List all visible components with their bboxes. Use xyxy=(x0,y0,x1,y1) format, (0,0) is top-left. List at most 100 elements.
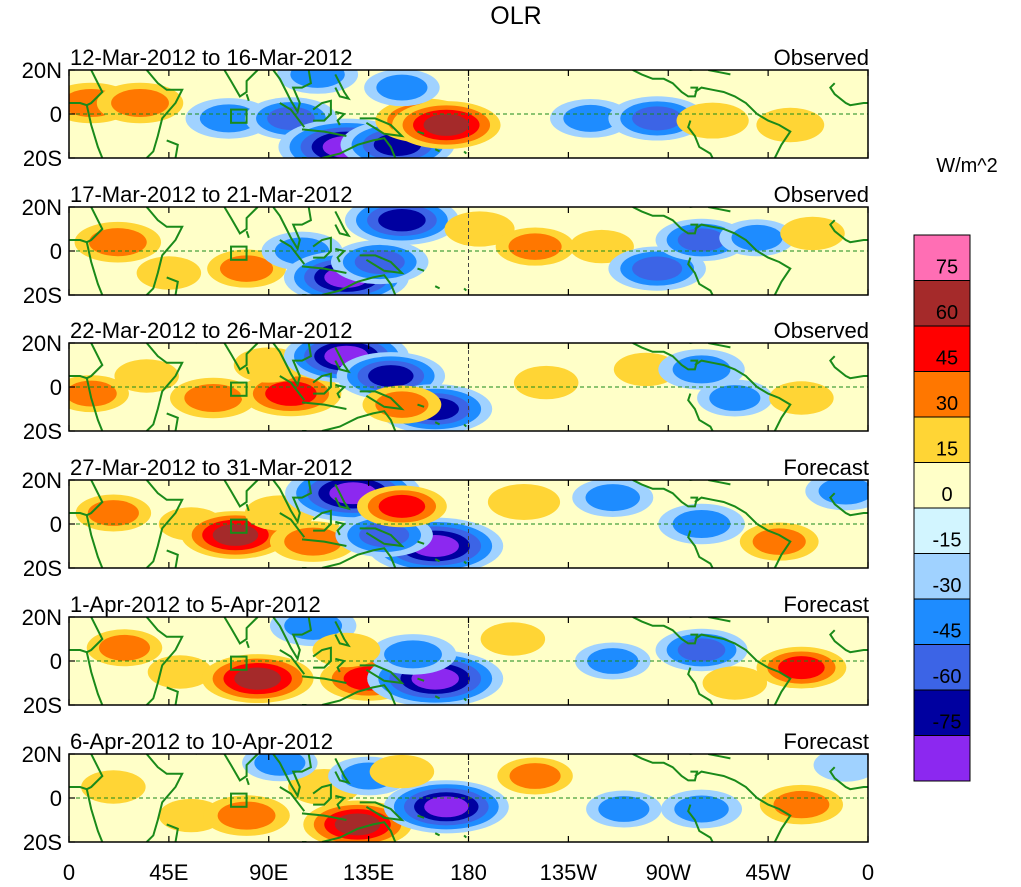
lon-tick-label: 135E xyxy=(343,860,394,885)
lon-tick-label: 90W xyxy=(646,860,691,885)
coastline-segment xyxy=(694,633,792,705)
coastline-segment xyxy=(301,538,347,547)
anomaly-contour xyxy=(563,104,618,132)
coastline-segment xyxy=(829,766,868,791)
anomaly-contour xyxy=(731,224,783,251)
lat-tick-label: 20S xyxy=(23,283,62,308)
lon-tick-label: 90E xyxy=(249,860,288,885)
anomaly-contour xyxy=(220,255,274,282)
coastline-segment xyxy=(145,207,184,295)
anomaly-contour xyxy=(676,102,749,139)
coastline-segment xyxy=(69,375,88,380)
anomaly-contour xyxy=(672,355,731,384)
anomaly-contour xyxy=(674,795,729,823)
coastlines xyxy=(69,480,868,568)
figure-title: OLR xyxy=(490,2,541,30)
coastline-segment xyxy=(417,814,425,819)
coastline-segment xyxy=(272,207,313,252)
coastline-segment xyxy=(166,686,179,705)
coastline-segment xyxy=(272,70,313,115)
coastline-segment xyxy=(223,480,259,508)
colorbar-swatch xyxy=(913,371,971,418)
coastline-segment xyxy=(434,558,441,563)
coastline-segment xyxy=(463,697,468,702)
lat-tick-label: 20N xyxy=(22,195,62,220)
coastline-segment xyxy=(245,93,250,102)
lon-tick-label: 0 xyxy=(63,860,75,885)
panel-kind: Observed xyxy=(774,318,869,343)
anomaly-contour xyxy=(284,527,343,556)
coastline-segment xyxy=(335,794,347,810)
anomaly-contour xyxy=(769,381,834,415)
anomaly-contour xyxy=(773,790,830,819)
coastline-segment xyxy=(334,757,351,785)
colorbar: 75 60 45 30 15 0 -15 -30 -45 -60 -75 xyxy=(913,234,971,782)
colorbar-label: -15 xyxy=(933,530,962,552)
anomaly-contour xyxy=(98,634,151,661)
anomaly-contour xyxy=(111,88,169,118)
anomaly-contour xyxy=(444,211,515,247)
lat-tick-label: 20N xyxy=(22,605,62,630)
coastline-segment xyxy=(463,834,468,839)
panel-period: 12-Mar-2012 to 16-Mar-2012 xyxy=(70,45,352,70)
panel-period: 6-Apr-2012 to 10-Apr-2012 xyxy=(70,729,333,754)
coastline-segment xyxy=(301,812,347,821)
anomaly-field xyxy=(69,343,834,431)
coastlines xyxy=(69,207,868,295)
coastline-segment xyxy=(694,770,792,842)
coastline-segment xyxy=(166,549,179,568)
anomaly-contour xyxy=(632,256,683,281)
coastline-segment xyxy=(272,754,313,799)
coastline-segment xyxy=(434,285,441,290)
lat-tick-label: 20S xyxy=(23,693,62,718)
anomaly-contour xyxy=(587,648,639,674)
lat-tick-label: 20N xyxy=(22,58,62,83)
index-region-box xyxy=(230,381,248,397)
panel-period: 1-Apr-2012 to 5-Apr-2012 xyxy=(70,592,321,617)
anomaly-contour xyxy=(569,229,634,264)
coastlines xyxy=(69,70,868,158)
coastline-segment xyxy=(69,102,88,107)
lat-tick-label: 0 xyxy=(50,239,62,264)
anomaly-contour xyxy=(212,524,259,546)
coastline-segment xyxy=(687,393,714,431)
panel-5: 20N 0 20S 1-Apr-2012 to 5-Apr-2012 Forecast xyxy=(22,592,869,718)
coastline-segment xyxy=(463,150,468,155)
anomaly-contour xyxy=(290,70,345,88)
anomaly-contour xyxy=(423,114,470,136)
colorbar-label: -60 xyxy=(933,666,962,688)
anomaly-contour xyxy=(508,233,562,260)
lat-tick-label: 20N xyxy=(22,742,62,767)
panel-6: 20N 0 20S 6-Apr-2012 to 10-Apr-2012 Forecast xyxy=(22,729,869,855)
colorbar-swatch xyxy=(913,325,971,372)
anomaly-contour xyxy=(354,249,405,275)
coastline-segment xyxy=(829,355,868,380)
coastline-segment xyxy=(145,480,184,568)
anomaly-contour xyxy=(813,754,868,782)
lat-tick-label: 0 xyxy=(50,375,62,400)
anomaly-contour xyxy=(136,256,202,290)
panel-stack: 20N 0 20S 12-Mar-2012 to 16-Mar-2012 Observe… xyxy=(22,45,869,855)
anomaly-contour xyxy=(632,106,683,131)
panel-kind: Forecast xyxy=(783,455,869,480)
coastline-segment xyxy=(687,120,714,158)
anomaly-contour xyxy=(88,228,147,257)
coastlines xyxy=(69,617,868,705)
coastline-segment xyxy=(829,492,868,517)
lat-tick-label: 0 xyxy=(50,786,62,811)
coastline-segment xyxy=(166,823,179,842)
coastline-segment xyxy=(245,640,250,649)
coastline-segment xyxy=(145,70,184,158)
coastline-segment xyxy=(272,617,313,662)
coastline-segment xyxy=(69,649,88,654)
coastline-segment xyxy=(434,695,441,700)
anomaly-contour xyxy=(702,666,768,700)
coastline-segment xyxy=(223,617,259,645)
coastline-segment xyxy=(334,346,351,374)
coastlines xyxy=(69,754,868,842)
coastline-segment xyxy=(694,223,792,295)
anomaly-field xyxy=(75,480,868,568)
coastline-segment xyxy=(417,403,425,408)
anomaly-contour xyxy=(513,365,579,400)
